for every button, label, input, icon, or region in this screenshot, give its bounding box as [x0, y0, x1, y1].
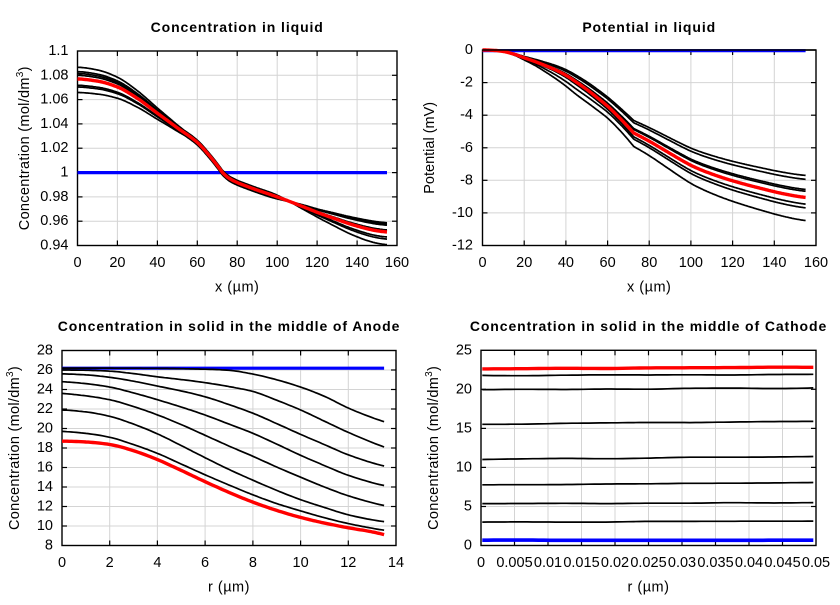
svg-text:Concentration (mol/dm3): Concentration (mol/dm3): [5, 366, 24, 530]
svg-text:40: 40: [558, 255, 574, 271]
svg-text:14: 14: [388, 555, 404, 571]
svg-text:0.05: 0.05: [802, 555, 830, 571]
svg-text:r (µm): r (µm): [628, 580, 670, 596]
svg-text:20: 20: [37, 421, 53, 437]
svg-text:25: 25: [456, 342, 472, 358]
svg-text:140: 140: [345, 255, 369, 271]
svg-text:0: 0: [478, 255, 486, 271]
svg-text:Concentration in solid in the: Concentration in solid in the middle of …: [470, 318, 827, 334]
svg-text:100: 100: [679, 255, 703, 271]
svg-text:0.96: 0.96: [40, 213, 68, 229]
svg-text:0: 0: [73, 255, 81, 271]
svg-text:80: 80: [641, 255, 657, 271]
svg-text:0: 0: [464, 538, 472, 554]
svg-text:Concentration in liquid: Concentration in liquid: [151, 19, 324, 35]
svg-text:16: 16: [37, 460, 53, 476]
svg-text:0: 0: [58, 555, 66, 571]
svg-text:0.98: 0.98: [40, 189, 68, 205]
svg-text:0.015: 0.015: [563, 555, 599, 571]
svg-text:100: 100: [265, 255, 289, 271]
svg-text:60: 60: [600, 255, 616, 271]
svg-text:0.035: 0.035: [697, 555, 733, 571]
svg-text:-12: -12: [452, 238, 473, 254]
svg-text:2: 2: [106, 555, 114, 571]
svg-text:1.04: 1.04: [40, 116, 68, 132]
svg-text:12: 12: [37, 499, 53, 515]
svg-text:24: 24: [37, 382, 53, 398]
svg-text:x (µm): x (µm): [215, 280, 259, 296]
svg-text:1.08: 1.08: [40, 67, 68, 83]
svg-text:1.1: 1.1: [48, 43, 68, 59]
svg-text:20: 20: [456, 381, 472, 397]
svg-text:140: 140: [762, 255, 786, 271]
svg-text:Concentration (mol/dm3): Concentration (mol/dm3): [15, 66, 34, 230]
svg-text:4: 4: [153, 555, 161, 571]
svg-text:1.06: 1.06: [40, 92, 68, 108]
svg-text:160: 160: [385, 255, 409, 271]
svg-text:14: 14: [37, 479, 53, 495]
svg-text:40: 40: [149, 255, 165, 271]
svg-text:120: 120: [720, 255, 744, 271]
svg-text:160: 160: [804, 255, 828, 271]
svg-text:0.04: 0.04: [735, 555, 763, 571]
svg-text:1.02: 1.02: [40, 140, 68, 156]
svg-text:-2: -2: [460, 75, 473, 91]
svg-text:26: 26: [37, 362, 53, 378]
svg-text:60: 60: [189, 255, 205, 271]
svg-text:-6: -6: [460, 140, 473, 156]
svg-text:Potential in liquid: Potential in liquid: [582, 19, 716, 35]
svg-text:8: 8: [45, 538, 53, 554]
svg-text:0.02: 0.02: [601, 555, 629, 571]
svg-text:10: 10: [456, 459, 472, 475]
svg-text:10: 10: [37, 518, 53, 534]
svg-text:0.005: 0.005: [496, 555, 532, 571]
svg-text:20: 20: [516, 255, 532, 271]
svg-text:x (µm): x (µm): [627, 280, 671, 296]
svg-text:0.94: 0.94: [40, 238, 68, 254]
svg-text:0: 0: [465, 42, 473, 58]
svg-text:12: 12: [340, 555, 356, 571]
svg-text:Potential (mV): Potential (mV): [422, 102, 438, 194]
svg-text:0.03: 0.03: [668, 555, 696, 571]
svg-text:6: 6: [201, 555, 209, 571]
svg-text:8: 8: [249, 555, 257, 571]
svg-text:Concentration (mol/dm3): Concentration (mol/dm3): [424, 366, 443, 530]
svg-text:22: 22: [37, 401, 53, 417]
svg-text:120: 120: [305, 255, 329, 271]
svg-text:0: 0: [477, 555, 485, 571]
svg-text:0.025: 0.025: [630, 555, 666, 571]
svg-text:20: 20: [109, 255, 125, 271]
svg-text:15: 15: [456, 420, 472, 436]
svg-text:18: 18: [37, 440, 53, 456]
svg-text:Concentration in solid in the: Concentration in solid in the middle of …: [58, 318, 401, 334]
svg-text:0.01: 0.01: [534, 555, 562, 571]
svg-text:10: 10: [293, 555, 309, 571]
svg-text:5: 5: [464, 499, 472, 515]
svg-text:r (µm): r (µm): [208, 580, 250, 596]
svg-text:28: 28: [37, 343, 53, 359]
svg-text:80: 80: [229, 255, 245, 271]
svg-text:-8: -8: [460, 172, 473, 188]
svg-text:-10: -10: [452, 205, 473, 221]
svg-text:1: 1: [60, 165, 68, 181]
svg-text:-4: -4: [460, 107, 473, 123]
svg-text:0.045: 0.045: [764, 555, 800, 571]
